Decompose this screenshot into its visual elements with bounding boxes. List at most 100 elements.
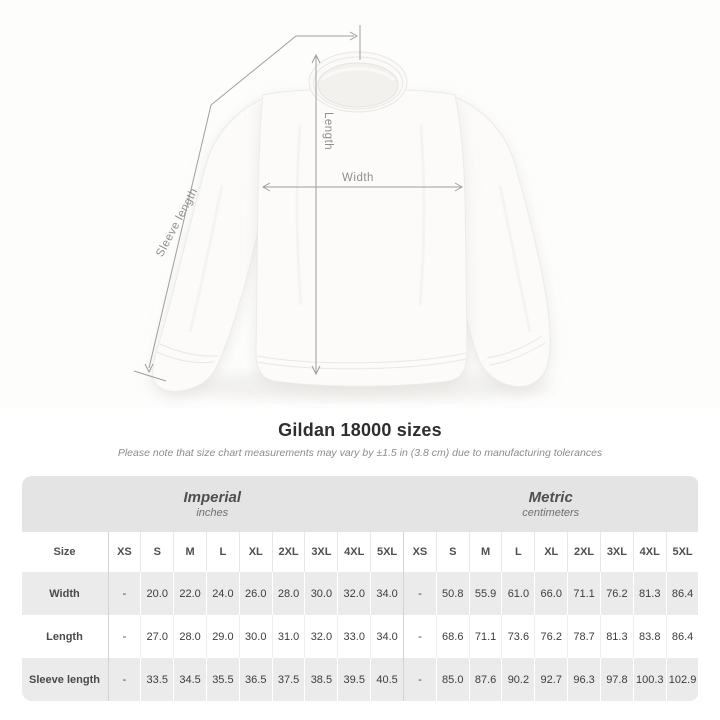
imperial-group-subtitle: inches	[196, 507, 229, 519]
column-header-imperial-5xl: 5XL	[370, 532, 403, 572]
column-header-metric-m: M	[468, 532, 502, 572]
column-header-metric-xl: XL	[534, 532, 568, 572]
length-label: Length	[322, 112, 334, 150]
torso	[255, 88, 468, 387]
width-label: Width	[342, 172, 374, 184]
column-header-metric-4xl: 4XL	[632, 532, 666, 572]
column-header-imperial-3xl: 3XL	[304, 532, 338, 572]
sleeve-length-line	[133, 25, 361, 382]
table-cell-metric: 90.2	[501, 658, 535, 701]
table-cell-imperial: 39.5	[337, 658, 371, 701]
table-cell-metric: 55.9	[468, 572, 502, 615]
column-header-imperial-m: M	[173, 532, 206, 572]
table-cell-imperial: 36.5	[238, 658, 272, 701]
waistband-seam	[256, 358, 467, 370]
fold-line	[295, 124, 303, 306]
table-cell-metric: 66.0	[534, 572, 568, 615]
table-cell-imperial: 32.0	[337, 572, 371, 615]
fold-line	[418, 124, 426, 306]
table-cell-imperial: 26.0	[238, 572, 272, 615]
table-cell-imperial: 33.5	[140, 658, 174, 701]
row-label: Sleeve length	[21, 658, 108, 701]
column-header-metric-3xl: 3XL	[599, 532, 633, 572]
size-column-header: Size	[21, 532, 108, 572]
table-cell-imperial: 20.0	[140, 572, 174, 615]
page-title: Gildan 18000 sizes	[278, 420, 442, 440]
table-cell-imperial: 30.0	[238, 615, 272, 658]
metric-group-subtitle: centimeters	[522, 507, 580, 519]
table-cell-imperial: 30.0	[304, 572, 338, 615]
table-cell-imperial: -	[107, 572, 141, 615]
column-header-metric-5xl: 5XL	[665, 532, 699, 572]
left-cuff-seam	[159, 343, 219, 357]
table-cell-imperial: 28.0	[173, 615, 206, 658]
column-header-imperial-2xl: 2XL	[271, 532, 305, 572]
table-cell-imperial: 29.0	[205, 615, 239, 658]
table-cell-metric: 86.4	[665, 572, 699, 615]
table-cell-imperial: 28.0	[271, 572, 305, 615]
table-cell-metric: 92.7	[534, 658, 568, 701]
table-cell-metric: 100.3	[632, 658, 666, 701]
table-cell-metric: 68.6	[435, 615, 469, 658]
table-cell-imperial: 34.0	[370, 572, 403, 615]
width-line	[261, 182, 464, 192]
table-cell-metric: 71.1	[468, 615, 502, 658]
table-cell-imperial: 37.5	[271, 658, 305, 701]
column-header-metric-2xl: 2XL	[567, 532, 600, 572]
sweatshirt-illustration: Length Width Sleeve length	[133, 25, 553, 401]
table-cell-imperial: 40.5	[370, 658, 403, 701]
table-cell-imperial: 24.0	[205, 572, 239, 615]
table-cell-metric: 87.6	[468, 658, 502, 701]
table-cell-metric: -	[402, 572, 436, 615]
collar-opening	[317, 62, 399, 108]
table-cell-imperial: 32.0	[304, 615, 338, 658]
metric-group-header: Metric centimeters	[402, 476, 699, 532]
table-cell-metric: 86.4	[665, 615, 699, 658]
row-label: Length	[21, 615, 108, 658]
table-cell-metric: 96.3	[567, 658, 600, 701]
table-cell-metric: 81.3	[632, 572, 666, 615]
column-header-metric-xs: XS	[402, 532, 436, 572]
column-header-imperial-s: S	[140, 532, 174, 572]
tolerance-note: Please note that size chart measurements…	[117, 447, 603, 459]
table-cell-imperial: 35.5	[205, 658, 239, 701]
right-cuff-seam	[486, 335, 543, 359]
table-cell-imperial: 33.0	[337, 615, 371, 658]
collar-inner-highlight	[320, 67, 396, 82]
table-cell-metric: 61.0	[501, 572, 535, 615]
sweatshirt-figure: Length Width Sleeve length	[133, 25, 553, 401]
size-table-grid: Imperial inches Metric centimeters Size X…	[21, 476, 699, 701]
collar-rib-seam	[313, 56, 403, 110]
metric-group-title: Metric	[528, 489, 573, 506]
table-cell-imperial: 31.0	[271, 615, 305, 658]
table-cell-imperial: 34.0	[370, 615, 403, 658]
table-cell-imperial: 22.0	[173, 572, 206, 615]
imperial-group-title: Imperial	[183, 489, 241, 506]
table-cell-metric: 73.6	[501, 615, 535, 658]
column-header-imperial-xl: XL	[238, 532, 272, 572]
column-header-metric-s: S	[435, 532, 469, 572]
table-cell-metric: 78.7	[567, 615, 600, 658]
table-cell-metric: 102.9	[665, 658, 699, 701]
table-cell-imperial: 27.0	[140, 615, 174, 658]
table-cell-metric: 76.2	[534, 615, 568, 658]
table-cell-metric: 97.8	[599, 658, 633, 701]
column-header-imperial-4xl: 4XL	[337, 532, 371, 572]
row-label: Width	[21, 572, 108, 615]
table-cell-metric: 71.1	[567, 572, 600, 615]
column-header-imperial-l: L	[205, 532, 239, 572]
table-cell-metric: -	[402, 658, 436, 701]
table-cell-metric: 50.8	[435, 572, 469, 615]
column-header-imperial-xs: XS	[107, 532, 141, 572]
table-cell-metric: 85.0	[435, 658, 469, 701]
waistband-seam	[256, 352, 467, 364]
table-cell-metric: 76.2	[599, 572, 633, 615]
right-cuff-seam	[489, 342, 546, 366]
column-header-metric-l: L	[501, 532, 535, 572]
left-cuff-seam	[156, 351, 215, 364]
table-cell-imperial: 38.5	[304, 658, 338, 701]
table-cell-metric: -	[402, 615, 436, 658]
fold-line	[188, 184, 224, 333]
table-cell-metric: 83.8	[632, 615, 666, 658]
